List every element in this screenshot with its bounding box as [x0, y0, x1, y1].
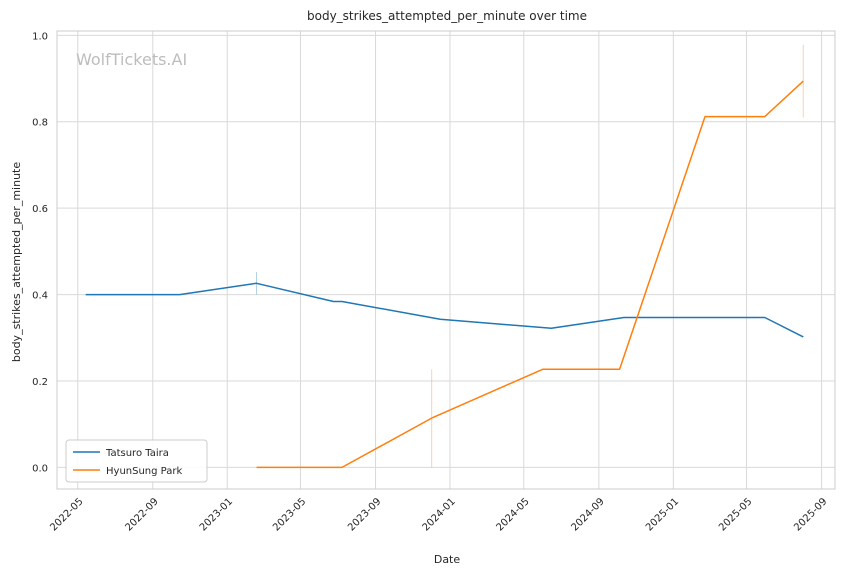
- x-tick-label: 2022-05: [48, 496, 85, 533]
- x-tick-label: 2023-01: [198, 496, 235, 533]
- y-tick-label: 0.2: [32, 377, 48, 388]
- grid: [57, 31, 835, 489]
- watermark: WolfTickets.AI: [76, 50, 187, 69]
- x-tick-label: 2025-05: [717, 496, 754, 533]
- x-tick-label: 2023-09: [346, 496, 383, 533]
- series-line: [85, 282, 804, 338]
- x-tick-label: 2024-05: [494, 496, 531, 533]
- chart-title: body_strikes_attempted_per_minute over t…: [307, 9, 587, 23]
- series-1: [256, 44, 804, 469]
- x-tick-label: 2025-09: [792, 496, 829, 533]
- legend-label: HyunSung Park: [106, 466, 182, 477]
- x-tick-label: 2022-09: [123, 496, 160, 533]
- plot-area: [56, 30, 836, 490]
- series-0: [85, 272, 804, 338]
- series-line: [256, 80, 804, 469]
- legend: Tatsuro Taira HyunSung Park: [65, 439, 208, 483]
- x-tick-label: 2025-01: [644, 496, 681, 533]
- x-axis-label: Date: [434, 553, 461, 566]
- y-tick-label: 0.6: [32, 204, 48, 215]
- y-tick-label: 1.0: [32, 31, 48, 42]
- x-tick-label: 2024-01: [421, 496, 458, 533]
- x-tick-label: 2024-09: [569, 496, 606, 533]
- y-tick-label: 0.0: [32, 463, 48, 474]
- y-tick-label: 0.4: [32, 291, 48, 302]
- y-tick-label: 0.8: [32, 118, 48, 129]
- legend-box: [65, 439, 208, 483]
- y-axis-label: body_strikes_attempted_per_minute: [10, 162, 23, 362]
- x-tick-label: 2023-05: [271, 496, 308, 533]
- series-layer: [85, 44, 804, 469]
- legend-label: Tatsuro Taira: [105, 448, 169, 459]
